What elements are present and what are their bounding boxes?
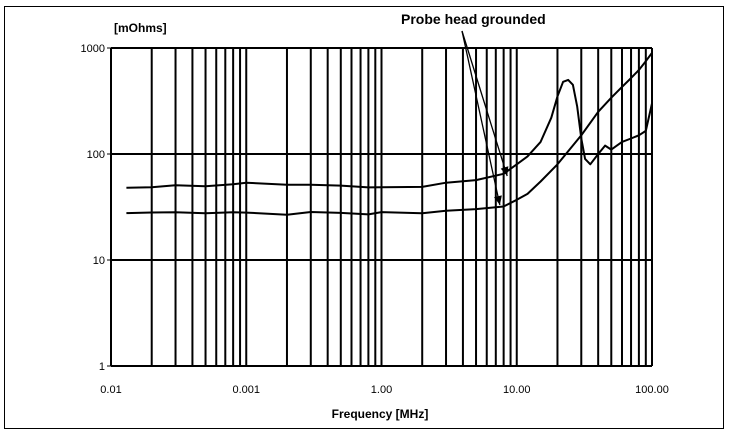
x-tick-label: 100.00 — [635, 384, 669, 396]
y-tick-label: 1000 — [81, 43, 105, 55]
annotation-arrow-line — [461, 30, 501, 206]
series-line-1 — [126, 78, 653, 189]
x-tick-label: 10.00 — [503, 384, 531, 396]
annotation-arrow-line — [461, 30, 508, 177]
annotation-arrowhead — [500, 166, 509, 177]
y-tick-label: 100 — [87, 149, 105, 161]
annotation-probe-head-grounded: Probe head grounded — [401, 11, 546, 27]
chart-frame — [4, 6, 724, 429]
y-tick-label: 1 — [99, 361, 105, 373]
x-tick-label: 1.00 — [371, 384, 392, 396]
x-axis-label: Frequency [MHz] — [332, 407, 429, 421]
y-axis-label: [mOhms] — [114, 21, 167, 35]
x-tick-label: 0.01 — [100, 384, 121, 396]
y-tick-label: 10 — [93, 255, 105, 267]
x-tick-label: 0.001 — [232, 384, 260, 396]
series-line-2 — [126, 52, 653, 216]
annotation-arrowhead — [494, 195, 502, 206]
